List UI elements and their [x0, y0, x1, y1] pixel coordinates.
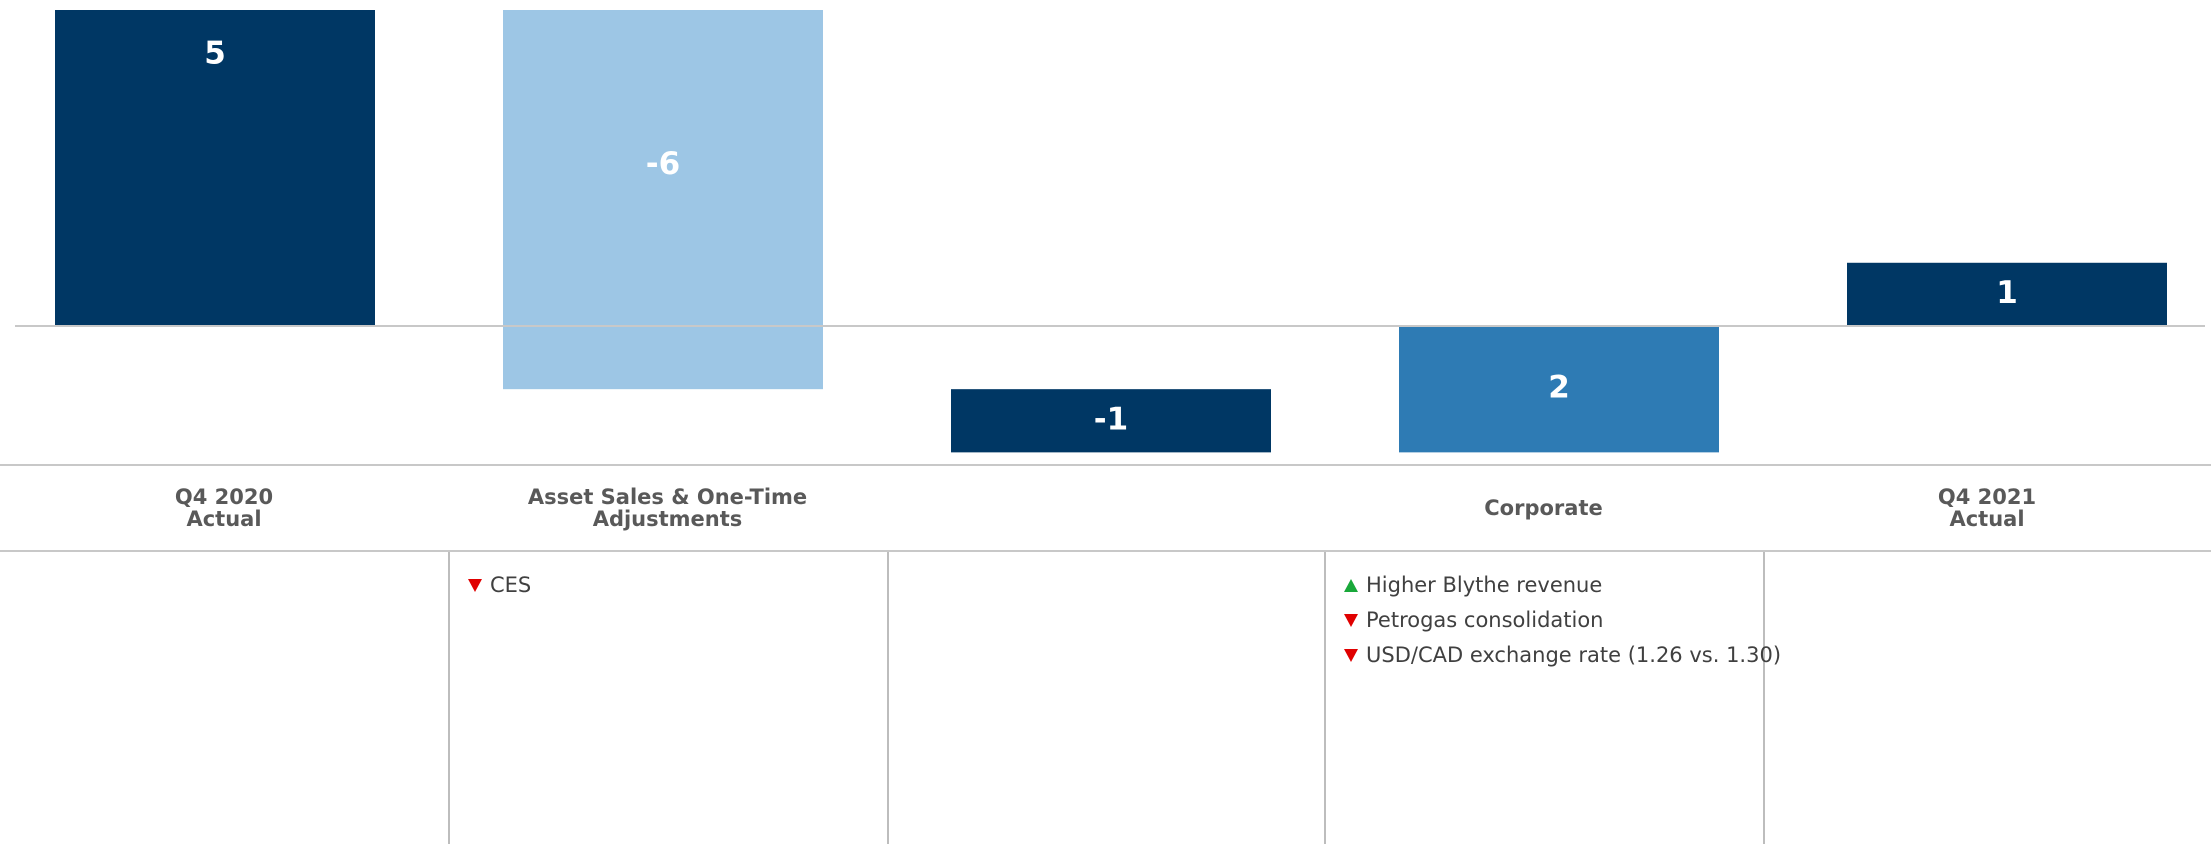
data-label: 5 — [204, 36, 226, 72]
column-header: Asset Sales & One-Time Adjustments — [448, 466, 887, 550]
data-label: -6 — [646, 146, 680, 182]
column-header: Q4 2021 Actual — [1763, 466, 2211, 550]
header-text: Q4 2021 Actual — [1937, 485, 2037, 531]
column-divider — [1763, 552, 1765, 844]
bar — [55, 10, 375, 326]
data-label: 2 — [1548, 370, 1570, 406]
header-top-line — [0, 464, 2211, 466]
driver-item: Higher Blythe revenue — [1344, 568, 1781, 603]
column-header: Q4 2020 Actual — [0, 466, 448, 550]
driver-item: Petrogas consolidation — [1344, 603, 1781, 638]
header-text: Corporate — [1484, 496, 1603, 520]
data-label: 1 — [1996, 275, 2018, 311]
header-text: Asset Sales & One-Time Adjustments — [527, 485, 808, 531]
column-divider — [448, 552, 450, 844]
driver-list: CES — [468, 568, 531, 603]
chart: 5 -6 -1 2 1 — [15, 10, 2205, 453]
direction-arrow — [468, 579, 482, 592]
header-bottom-line — [0, 550, 2211, 552]
direction-arrow — [1344, 579, 1358, 592]
direction-arrow — [1344, 649, 1358, 662]
column-header — [887, 466, 1324, 550]
driver-text: USD/CAD exchange rate (1.26 vs. 1.30) — [1366, 643, 1782, 667]
column-divider — [887, 552, 889, 844]
direction-arrow — [1344, 614, 1358, 627]
column-header: Corporate — [1324, 466, 1763, 550]
bar — [951, 389, 1271, 453]
bar — [1847, 262, 2167, 326]
driver-text: Higher Blythe revenue — [1366, 573, 1603, 597]
driver-item: CES — [468, 568, 531, 603]
header-text: Q4 2020 Actual — [174, 485, 274, 531]
data-label: -1 — [1094, 401, 1128, 437]
bar — [503, 10, 823, 390]
driver-table: Q4 2020 Actual Asset Sales & One-Time Adj… — [0, 464, 2211, 844]
driver-list: Higher Blythe revenue Petrogas consolidat… — [1344, 568, 1781, 673]
driver-text: Petrogas consolidation — [1366, 608, 1604, 632]
driver-item: USD/CAD exchange rate (1.26 vs. 1.30) — [1344, 638, 1781, 673]
driver-text: CES — [490, 573, 532, 597]
column-divider — [1324, 552, 1326, 844]
bar — [1399, 325, 1719, 453]
